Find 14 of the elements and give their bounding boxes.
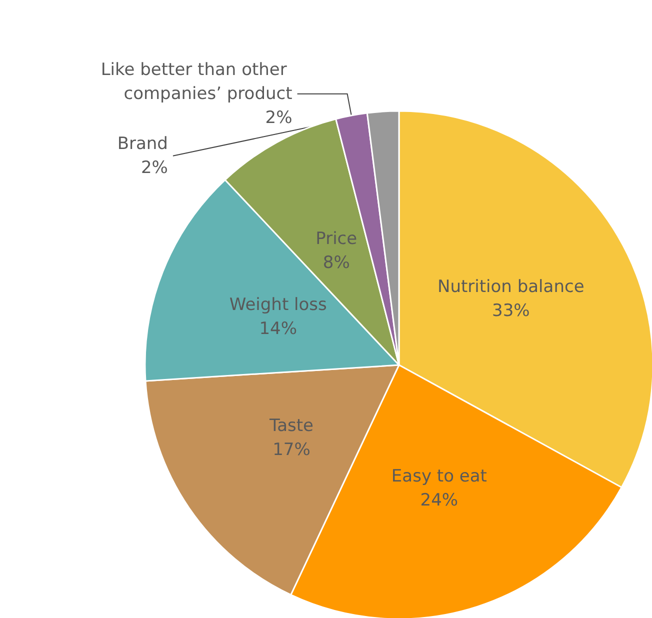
slice-label: Brand (117, 134, 168, 154)
data-label: 8% (322, 253, 350, 274)
slice-label: Like better than other companies’ product (100, 60, 293, 104)
data-label: 17% (272, 440, 310, 460)
data-label: 33% (492, 300, 530, 321)
data-label: 2% (265, 108, 292, 128)
slice-label: Price (316, 229, 358, 250)
data-label: 14% (259, 319, 298, 340)
slice-label: Easy to eat (391, 466, 488, 487)
data-label: 24% (420, 490, 458, 511)
slice-label: Weight loss (229, 295, 328, 316)
slice-label: Nutrition balance (438, 276, 584, 297)
data-label: 2% (140, 158, 168, 178)
slice-label: Taste (268, 416, 314, 436)
